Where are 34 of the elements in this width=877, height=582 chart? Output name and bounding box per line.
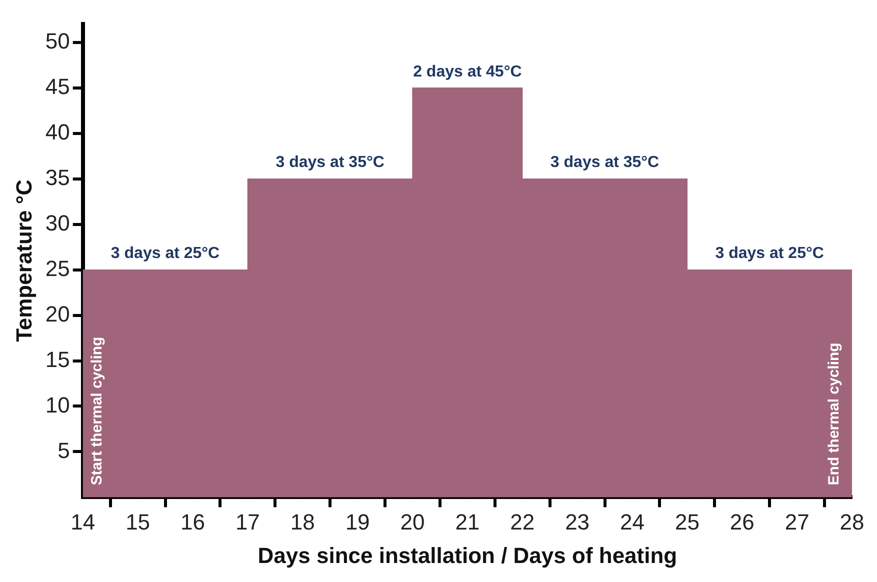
annotation: Start thermal cycling — [88, 336, 106, 486]
annotation: 3 days at 25°C — [715, 245, 824, 262]
x-tick-label: 25 — [674, 509, 700, 534]
x-tick-label: 27 — [784, 509, 810, 534]
annotation: 3 days at 25°C — [110, 245, 220, 262]
x-tick-label: 17 — [235, 509, 260, 534]
annotation: 2 days at 45°C — [413, 63, 522, 80]
x-tick-label: 21 — [455, 509, 480, 534]
x-tick-label: 18 — [290, 509, 315, 534]
y-tick-label: 15 — [45, 346, 70, 372]
y-tick-label: 50 — [45, 28, 70, 54]
y-tick-label: 45 — [45, 74, 70, 99]
annotation: End thermal cycling — [826, 342, 843, 486]
x-tick-label: 24 — [620, 509, 644, 534]
y-axis-title: Temperature °C — [11, 179, 36, 342]
x-tick-label: 22 — [510, 509, 535, 534]
x-axis-title: Days since installation / Days of heating — [258, 542, 678, 568]
x-tick-label: 15 — [126, 509, 150, 534]
y-tick-label: 10 — [45, 392, 70, 418]
x-tick-label: 19 — [345, 509, 370, 534]
annotation: 3 days at 35°C — [550, 154, 660, 172]
y-tick-label: 5 — [58, 438, 70, 463]
y-tick-label: 40 — [45, 119, 70, 144]
y-tick-label: 25 — [45, 256, 70, 281]
x-tick-label: 20 — [400, 509, 425, 534]
x-tick-label: 26 — [730, 509, 754, 534]
x-tick-label: 14 — [70, 509, 96, 534]
x-tick-label: 16 — [180, 509, 205, 534]
y-tick-label: 20 — [45, 301, 70, 326]
x-tick-label: 28 — [840, 509, 864, 534]
y-tick-label: 35 — [45, 164, 70, 190]
x-tick-label: 23 — [565, 509, 590, 534]
y-tick-label: 30 — [45, 210, 70, 236]
annotation: 3 days at 35°C — [276, 154, 385, 172]
